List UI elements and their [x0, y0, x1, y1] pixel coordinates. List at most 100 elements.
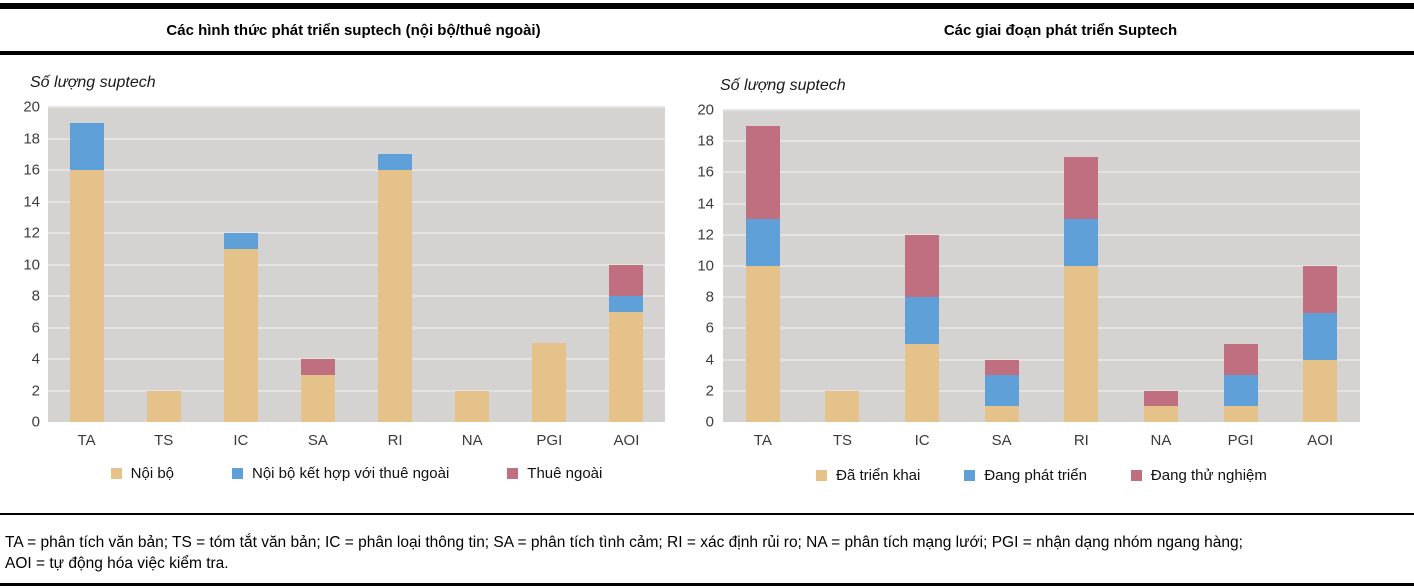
legend-swatch-icon	[507, 468, 519, 479]
x-axis-labels: TA TS IC SA RI NA PGI AOI	[723, 432, 1360, 449]
bar-na	[1143, 110, 1178, 422]
bar-segment-ts	[825, 390, 860, 422]
top-rule	[0, 3, 1414, 9]
bar-aoi	[1303, 110, 1338, 422]
bar-pgi	[1223, 110, 1258, 422]
x-tick-label-ri: RI	[387, 432, 403, 449]
legend-item: Đang phát triển	[964, 467, 1087, 484]
legend-label: Đang phát triển	[984, 467, 1087, 484]
y-tick-label: 8	[705, 288, 714, 306]
bar-segment-sa	[984, 406, 1019, 422]
chart-panel-left: Số lượng suptech 20 18 16 14 12 10 8 6 4 2 0 TA TS I…	[0, 60, 690, 510]
gridline	[723, 202, 1360, 205]
y-tick-label: 0	[705, 413, 714, 431]
bar-segment-aoi	[1303, 359, 1338, 422]
y-tick-label: 0	[31, 413, 40, 431]
x-tick-label-na: NA	[1150, 432, 1172, 449]
bar-pgi	[532, 107, 567, 422]
x-tick-label-sa: SA	[991, 432, 1012, 449]
y-axis: 20 18 16 14 12 10 8 6 4 2 0	[0, 100, 44, 430]
y-tick-label: 2	[31, 382, 40, 399]
legend-item: Thuê ngoài	[507, 465, 602, 482]
plot-area	[48, 106, 665, 422]
legend-item: Đang thử nghiệm	[1130, 467, 1267, 484]
y-tick-label: 12	[23, 224, 40, 242]
bar-ri	[1064, 110, 1099, 422]
bar-segment-na	[1143, 406, 1178, 422]
bar-slot-ri	[357, 107, 434, 422]
y-tick-label: 16	[697, 163, 714, 181]
gridline	[723, 296, 1360, 299]
bar-slot-ic	[882, 110, 962, 422]
bar-segment-aoi	[609, 264, 644, 296]
bottom-rule	[0, 583, 1414, 586]
y-tick-label: 10	[697, 257, 714, 275]
bar-segment-sa	[984, 375, 1019, 407]
bar-segment-ri	[378, 154, 413, 170]
bar-slot-ic	[202, 107, 279, 422]
titles-row: Các hình thức phát triển suptech (nội bộ…	[0, 9, 1414, 51]
bar-na	[455, 107, 490, 422]
bar-segment-aoi	[1303, 266, 1338, 313]
x-tick-label-ic: IC	[233, 432, 249, 449]
bar-segment-ts	[146, 390, 181, 422]
x-tick-label-ta: TA	[753, 432, 772, 449]
bar-slot-sa	[279, 107, 356, 422]
footnote: TA = phân tích văn bản; TS = tóm tắt văn…	[5, 532, 1243, 574]
bar-ts	[146, 107, 181, 422]
gridline	[723, 233, 1360, 236]
gridline	[723, 358, 1360, 361]
legend-label: Đã triển khai	[836, 467, 921, 484]
x-tick-label-ts: TS	[832, 432, 853, 449]
left-chart-title: Các hình thức phát triển suptech (nội bộ…	[166, 21, 541, 39]
gridline	[723, 389, 1360, 392]
gridline	[723, 171, 1360, 174]
legend-label: Thuê ngoài	[527, 465, 603, 482]
x-tick-label-ri: RI	[1073, 432, 1089, 449]
gridline	[48, 326, 665, 329]
bar-segment-aoi	[1303, 312, 1338, 360]
y-tick-label: 12	[697, 226, 714, 244]
right-chart-title: Các giai đoạn phát triển Suptech	[943, 21, 1178, 39]
gridline	[48, 389, 665, 392]
y-axis: 20 18 16 14 12 10 8 6 4 2 0	[690, 103, 718, 430]
x-tick-label-sa: SA	[307, 432, 328, 449]
footnote-line-1: TA = phân tích văn bản; TS = tóm tắt văn…	[5, 534, 1243, 551]
gridline	[48, 232, 665, 234]
y-axis-label: Số lượng suptech	[720, 77, 846, 94]
y-tick-label: 14	[697, 195, 714, 213]
bar-segment-ri	[1064, 266, 1099, 422]
bar-segment-ta	[69, 122, 104, 170]
bar-ri	[378, 107, 413, 422]
x-axis-labels: TA TS IC SA RI NA PGI AOI	[48, 432, 665, 449]
bar-ts	[825, 110, 860, 422]
x-tick-label-ts: TS	[154, 432, 174, 449]
bar-segment-ta	[69, 170, 104, 422]
x-tick-label-na: NA	[461, 432, 483, 449]
bar-segment-ri	[1064, 156, 1099, 220]
gridline	[723, 109, 1360, 111]
y-tick-label: 6	[31, 319, 40, 336]
legend-label: Nội bộ	[130, 465, 174, 482]
bars-layer	[723, 110, 1360, 422]
legend: Đã triển khai Đang phát triển Đang thử ngh…	[723, 467, 1360, 484]
legend-swatch-icon	[816, 470, 828, 481]
gridline	[723, 265, 1360, 267]
x-tick-label-aoi: AOI	[1307, 432, 1334, 449]
bar-slot-pgi	[1201, 110, 1281, 422]
y-tick-label: 10	[23, 256, 40, 273]
gridline	[48, 169, 665, 171]
gridline	[48, 200, 665, 203]
bar-sa	[984, 110, 1019, 422]
bar-segment-ic	[905, 344, 940, 422]
bar-segment-sa	[300, 359, 335, 375]
bar-aoi	[609, 107, 644, 422]
bar-ta	[745, 110, 780, 422]
plot-area	[723, 109, 1360, 422]
footnote-line-2: AOI = tự động hóa việc kiểm tra.	[5, 555, 229, 572]
bar-segment-ic	[223, 248, 258, 422]
y-tick-label: 20	[697, 101, 714, 119]
bar-slot-ri	[1042, 110, 1122, 422]
footnote-divider-rule	[0, 513, 1414, 515]
bar-slot-na	[1121, 110, 1201, 422]
